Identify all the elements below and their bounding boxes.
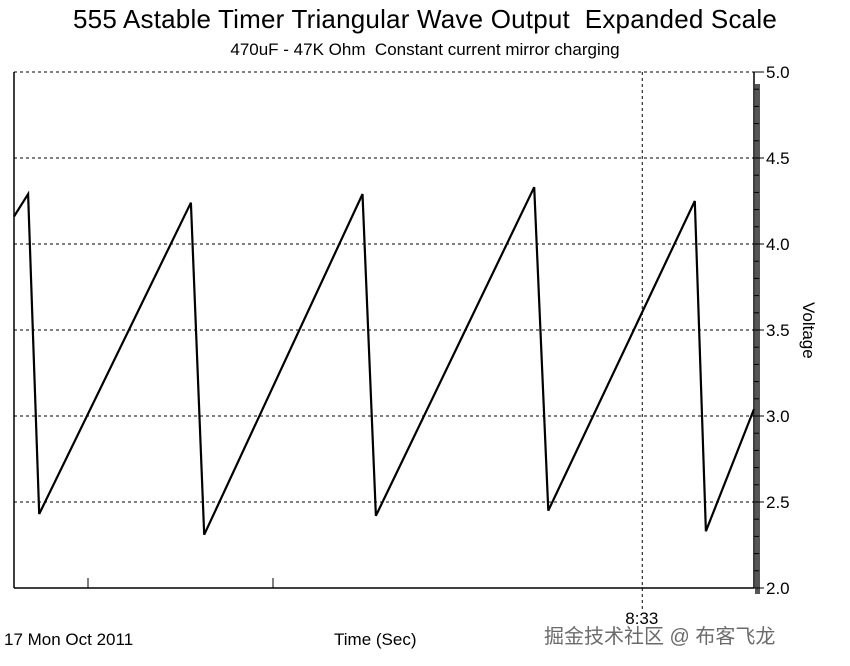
y-axis-label: Voltage [799, 302, 818, 359]
chart-subtitle: 470uF - 47K Ohm Constant current mirror … [230, 40, 620, 59]
x-axis-label: Time (Sec) [334, 630, 417, 649]
y-tick-label: 2.5 [766, 493, 790, 512]
axis-shadow [755, 84, 760, 594]
series-layer [13, 186, 756, 536]
y-tick-label: 2.0 [766, 579, 790, 598]
cursor-layer: 8:33 [625, 72, 658, 628]
chart-title: 555 Astable Timer Triangular Wave Output… [73, 4, 777, 34]
y-tick-label: 4.0 [766, 235, 790, 254]
y-tick-label: 5.0 [766, 63, 790, 82]
x-axis-ticks [87, 578, 274, 588]
y-axis-ticks: 2.0 2.5 3.0 3.5 4.0 4.5 5.0 [754, 63, 790, 598]
series-line-voltage [13, 186, 756, 536]
watermark-text: 掘金技术社区 @ 布客飞龙 [544, 626, 776, 648]
time-cursor-label: 8:33 [625, 609, 658, 628]
y-tick-label: 3.0 [766, 407, 790, 426]
y-tick-label: 3.5 [766, 321, 790, 340]
y-tick-label: 4.5 [766, 149, 790, 168]
date-label: 17 Mon Oct 2011 [4, 630, 134, 649]
grid-lines [14, 71, 754, 503]
plot-frame [13, 72, 760, 594]
